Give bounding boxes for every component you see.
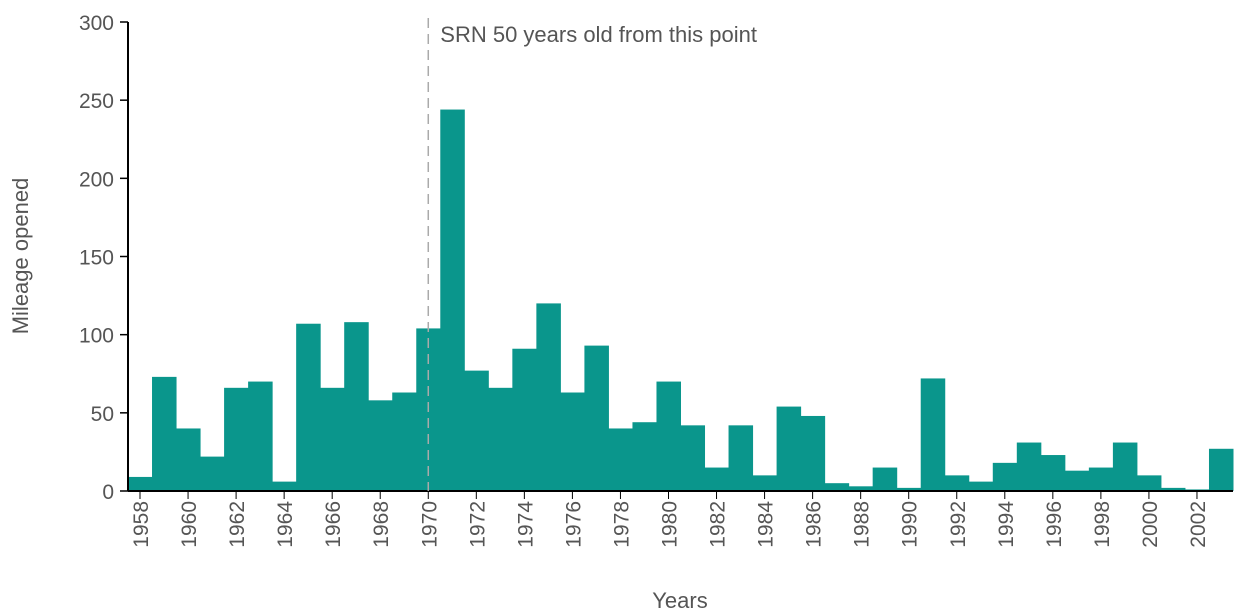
bar: [296, 323, 321, 491]
x-tick-label: 1976: [562, 501, 585, 548]
y-tick-label: 100: [79, 325, 114, 348]
bar: [224, 387, 249, 491]
bar: [152, 376, 177, 491]
y-tick-label: 200: [79, 168, 114, 191]
x-tick-label: 1966: [322, 501, 345, 548]
y-tick-label: 50: [91, 403, 114, 426]
x-tick-label: 1984: [755, 501, 778, 548]
bar: [176, 428, 201, 491]
bar: [488, 387, 513, 491]
bar: [128, 476, 153, 491]
bar: [1112, 442, 1138, 491]
x-tick-label: 1980: [658, 501, 681, 548]
bar: [944, 475, 970, 491]
bar: [200, 456, 225, 491]
bar: [320, 387, 345, 491]
x-tick-label: 1996: [1043, 501, 1066, 548]
bar: [776, 406, 802, 491]
y-tick-label: 250: [79, 90, 114, 113]
bar: [728, 425, 754, 491]
bar: [560, 392, 585, 491]
bar: [1088, 467, 1114, 491]
bar: [272, 481, 297, 491]
x-tick-label: 2000: [1139, 501, 1162, 548]
bar: [536, 303, 561, 491]
bar: [512, 348, 537, 491]
x-tick-label: 1992: [947, 501, 970, 548]
y-tick-label: 150: [79, 247, 114, 270]
bar: [752, 475, 778, 491]
x-tick-label: 1998: [1091, 501, 1114, 548]
bar: [368, 400, 393, 491]
bar: [464, 370, 489, 491]
bar: [1208, 448, 1234, 491]
bar: [656, 381, 681, 491]
annotation-text: SRN 50 years old from this point: [440, 22, 757, 47]
bar: [1160, 487, 1186, 491]
x-tick-label: 1972: [466, 501, 489, 548]
x-tick-label: 1978: [610, 501, 633, 548]
bar: [1016, 442, 1042, 491]
bar: [704, 467, 730, 491]
bar: [1040, 455, 1066, 491]
bar: [920, 378, 946, 491]
x-tick-label: 1958: [130, 501, 153, 548]
bar: [872, 467, 898, 491]
x-tick-label: 1974: [514, 501, 537, 548]
bar: [584, 345, 609, 491]
bar: [392, 392, 417, 491]
x-tick-label: 1982: [707, 501, 730, 548]
x-tick-label: 1988: [851, 501, 874, 548]
y-axis-label: Mileage opened: [8, 178, 33, 335]
bar: [248, 381, 273, 491]
y-tick-label: 0: [102, 481, 114, 504]
x-tick-label: 1960: [178, 501, 201, 548]
bar: [896, 487, 922, 491]
bar: [608, 428, 633, 491]
x-tick-label: 1990: [899, 501, 922, 548]
bar: [824, 483, 850, 491]
bar: [968, 481, 994, 491]
x-tick-label: 1994: [995, 501, 1018, 548]
bar: [440, 109, 465, 492]
bar: [632, 422, 657, 491]
bar: [848, 486, 874, 491]
bar: [992, 462, 1018, 491]
x-tick-label: 1970: [418, 501, 441, 548]
x-tick-label: 1962: [226, 501, 249, 548]
bar: [1064, 470, 1090, 491]
x-axis-label: Years: [652, 588, 707, 613]
y-tick-label: 300: [79, 12, 114, 35]
bar: [680, 425, 706, 491]
bar: [800, 415, 826, 491]
bar: [1136, 475, 1162, 491]
x-tick-label: 1964: [274, 501, 297, 548]
x-tick-label: 1968: [370, 501, 393, 548]
bar: [344, 322, 369, 491]
x-tick-label: 2002: [1187, 501, 1210, 548]
x-tick-label: 1986: [803, 501, 826, 548]
